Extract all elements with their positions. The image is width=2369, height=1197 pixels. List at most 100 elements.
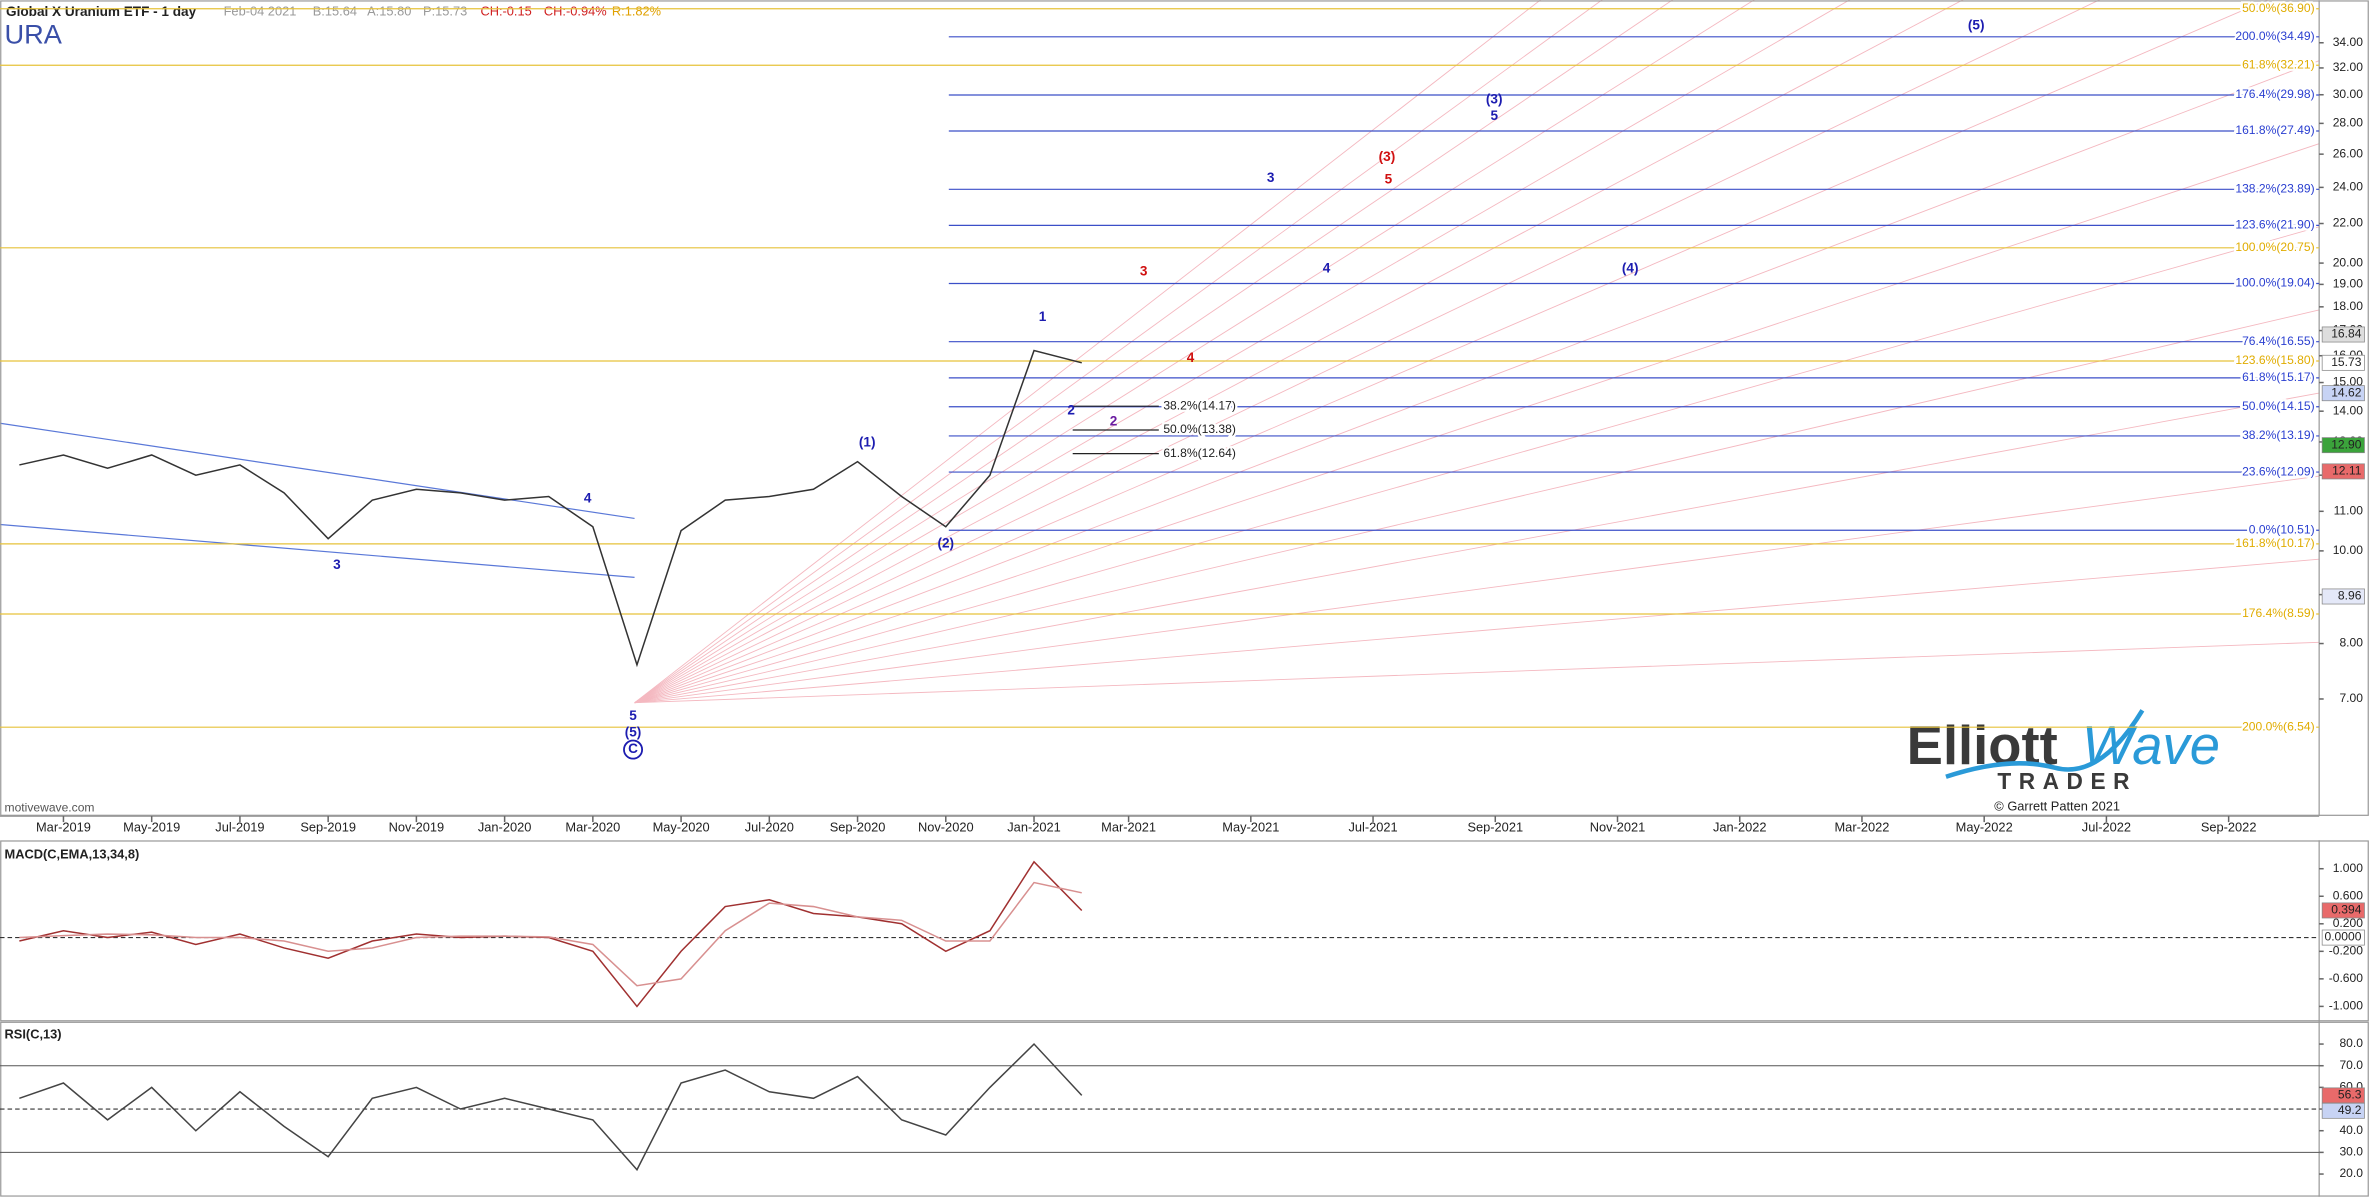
level-label: 61.8%(15.17) (2242, 370, 2315, 384)
y-tick-label: -0.600 (2329, 971, 2364, 985)
wave-label: 5 (629, 708, 637, 723)
x-tick-label: Jan-2021 (1007, 820, 1061, 835)
level-label: 61.8%(12.64) (1163, 446, 1236, 460)
series-line (19, 349, 1082, 668)
trend-line (0, 523, 635, 578)
x-tick-label: Jul-2020 (745, 820, 794, 835)
fan-line (634, 641, 2320, 704)
x-tick-label: Mar-2020 (565, 820, 620, 835)
wave-label: (3) (1379, 149, 1396, 164)
level-label: 50.0%(14.15) (2242, 399, 2315, 413)
wave-label: 5 (1385, 172, 1393, 187)
quote-date: Feb-04 2021 (224, 4, 297, 19)
watermark: Elliott Wave TRADER © Garrett Patten 202… (1907, 709, 2220, 813)
price-tag (2321, 929, 2365, 946)
series-line (19, 881, 1082, 987)
logo-arrow (1945, 709, 2145, 779)
wave-label: (3) (1486, 92, 1503, 107)
price-tag-label: 15.73 (2331, 355, 2362, 369)
range: R:1.82% (612, 4, 661, 19)
price-tag (2321, 902, 2365, 919)
x-tick-label: Sep-2020 (830, 820, 886, 835)
fan-line (634, 60, 2320, 704)
wave-label: 2 (1067, 403, 1075, 418)
x-tick-label: Sep-2021 (1467, 820, 1523, 835)
y-tick-label: -0.200 (2329, 944, 2364, 958)
y-tick-label: 22.00 (2333, 216, 2364, 230)
price-tag (2321, 437, 2365, 454)
fan-line (634, 0, 1964, 704)
y-tick-label: 20.00 (2333, 255, 2364, 269)
price-tag-label: 12.11 (2332, 464, 2362, 478)
trend-line (0, 422, 635, 520)
wave-label: 1 (1039, 309, 1047, 324)
wave-label: 2 (1110, 413, 1118, 428)
y-tick-label: 70.0 (2339, 1058, 2363, 1072)
x-tick-label: Jul-2021 (1348, 820, 1397, 835)
y-tick-label: 24.00 (2333, 180, 2364, 194)
level-label: 100.0%(20.75) (2235, 240, 2314, 254)
level-label: 200.0%(34.49) (2235, 29, 2314, 43)
y-tick-label: 10.00 (2333, 543, 2364, 557)
y-tick-label: 80.0 (2339, 1036, 2363, 1050)
price-tag-label: 12.90 (2331, 437, 2362, 451)
level-label: 176.4%(8.59) (2242, 606, 2315, 620)
level-label: 50.0%(13.38) (1163, 422, 1236, 436)
fan-line (634, 309, 2320, 704)
y-tick-label: 8.00 (2339, 636, 2363, 650)
x-tick-label: May-2021 (1222, 820, 1279, 835)
price-tag (2321, 463, 2365, 480)
fan-line (634, 0, 1851, 704)
level-label: 100.0%(19.04) (2235, 276, 2314, 290)
wave-label: 4 (1323, 261, 1331, 276)
fan-line (634, 0, 1674, 704)
x-tick-label: Mar-2022 (1835, 820, 1890, 835)
level-label: 38.2%(14.17) (1163, 398, 1236, 412)
fan-line (634, 0, 1755, 704)
x-tick-label: May-2019 (123, 820, 180, 835)
wave-label: C (628, 741, 638, 756)
quote-price: P:15.73 (423, 4, 467, 19)
y-tick-label: 32.00 (2333, 60, 2364, 74)
y-tick-label: 0.600 (2333, 888, 2364, 902)
price-tag-label: 0.394 (2331, 903, 2362, 917)
change: CH:-0.15 (480, 4, 531, 19)
wave-circle (623, 739, 644, 760)
wave-label: (5) (625, 725, 642, 740)
credit: © Garrett Patten 2021 (1994, 798, 2120, 813)
level-label: 176.4%(29.98) (2235, 87, 2314, 101)
y-tick-label: 30.00 (2333, 87, 2364, 101)
y-tick-label: 19.00 (2333, 277, 2364, 291)
y-tick-label: 0.200 (2333, 916, 2364, 930)
panel-title: MACD(C,EMA,13,34,8) (5, 847, 140, 862)
symbol: URA (5, 19, 63, 50)
y-tick-label: 40.0 (2339, 1123, 2363, 1137)
panel-title: RSI(C,13) (5, 1027, 62, 1042)
source: motivewave.com (5, 801, 95, 815)
wave-label: 3 (1267, 170, 1275, 185)
brand: Wave (2082, 715, 2220, 776)
y-tick-label: 18.00 (2333, 299, 2364, 313)
series-line (19, 1042, 1083, 1172)
x-tick-label: Nov-2021 (1590, 820, 1646, 835)
wave-label: 5 (1490, 108, 1498, 123)
level-label: 123.6%(15.80) (2235, 353, 2314, 367)
x-tick-label: Jan-2022 (1713, 820, 1767, 835)
level-label: 161.8%(10.17) (2235, 536, 2314, 550)
y-tick-label: 14.00 (2333, 403, 2364, 417)
y-tick-label: -1.000 (2329, 999, 2364, 1013)
level-label: 23.6%(12.09) (2242, 464, 2315, 478)
x-tick-label: Mar-2019 (36, 820, 91, 835)
y-tick-label: 1.000 (2333, 861, 2364, 875)
wave-label: 3 (1140, 264, 1148, 279)
price-tag (2321, 385, 2365, 402)
fan-line (634, 475, 2320, 704)
level-label: 50.0%(36.90) (2242, 1, 2315, 15)
level-label: 76.4%(16.55) (2242, 334, 2315, 348)
y-tick-label: 30.0 (2339, 1145, 2363, 1159)
x-tick-label: Mar-2021 (1101, 820, 1156, 835)
level-label: 61.8%(32.21) (2242, 57, 2315, 71)
x-tick-label: Nov-2020 (918, 820, 974, 835)
x-tick-label: Jan-2020 (478, 820, 531, 835)
